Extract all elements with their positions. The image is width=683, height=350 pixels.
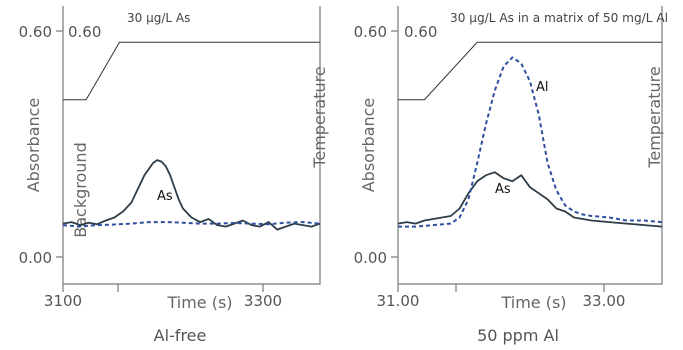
x-tick-label: 33.00 [583,292,626,310]
x-tick-label: 3300 [244,292,282,310]
series-label-as: As [495,182,511,197]
temperature-profile-line [398,41,662,101]
y-tick-label-inner: 0.60 [404,23,437,41]
y-tick-label-inner: 0.60 [68,23,101,41]
chart-marks [397,41,663,228]
x-axis-label: Time (s) [500,293,566,312]
chart-50ppm-al: 0.60 0.00 0.60 31.00 33.00 Time (s) 50 p… [354,6,668,345]
background-label: Background [71,142,90,237]
chart-al-free: 0.60 0.00 0.60 3100 3300 Time (s) Al-fre… [19,6,329,345]
annotation: 30 µg/L As in a matrix of 50 mg/L Al [450,11,668,25]
x-tick-label: 3100 [44,292,82,310]
series-line-background [62,221,321,228]
y-axis-label-right: Temperature [645,66,664,168]
annotation: 30 µg/L As [127,11,190,25]
y-tick-label-outer: 0.00 [354,249,387,267]
chart-marks [62,41,321,231]
y-tick-label-outer: 0.00 [19,249,52,267]
y-axis-label-left: Absorbance [24,98,43,193]
y-axis-label-right: Temperature [310,66,329,168]
plot-frame [62,6,321,285]
series-line-as [397,171,663,228]
y-tick-label-outer: 0.60 [19,23,52,41]
panel-caption: Al-free [154,326,207,345]
temperature-profile-line [63,41,320,101]
series-label-as: As [157,189,173,204]
y-tick-label-outer: 0.60 [354,23,387,41]
series-label-al: Al [536,80,549,95]
x-tick-label: 31.00 [377,292,420,310]
plot-frame [397,6,663,285]
series-line-as [62,159,321,231]
panel-caption: 50 ppm Al [477,326,559,345]
y-axis-label-left: Absorbance [359,98,378,193]
series-line-al [398,56,663,228]
x-axis-label: Time (s) [166,293,232,312]
